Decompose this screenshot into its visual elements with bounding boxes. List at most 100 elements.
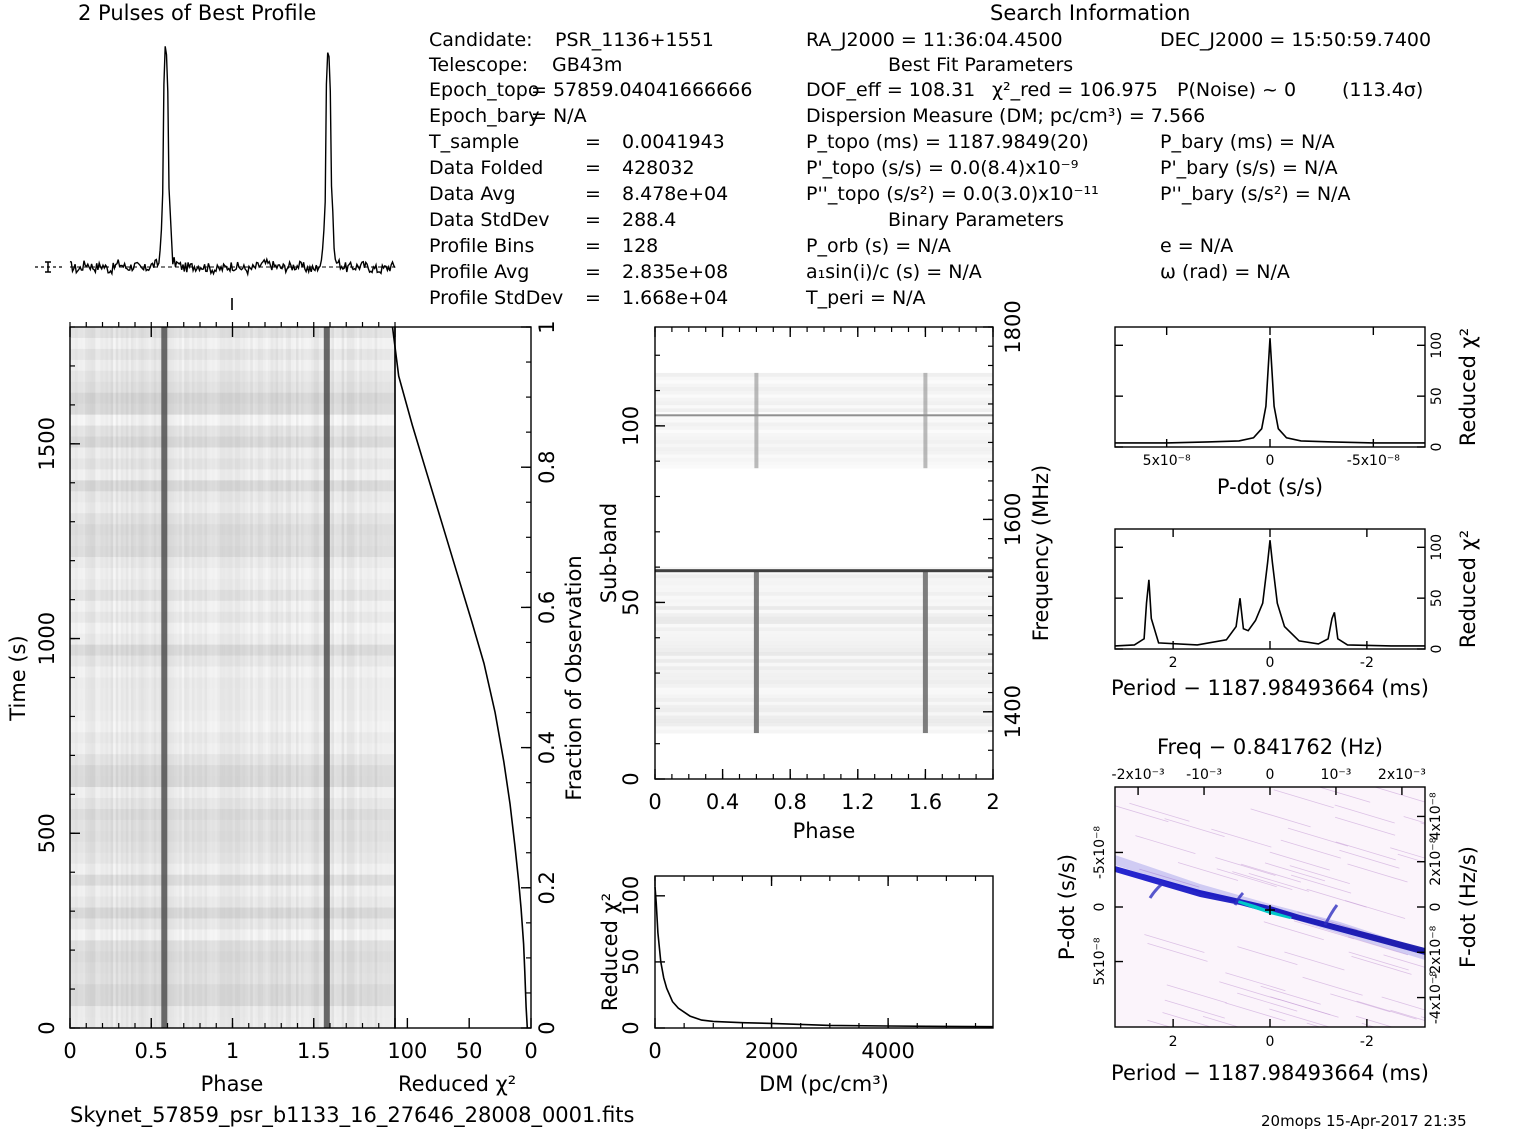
time-phase-row xyxy=(70,491,395,503)
info-value-10: 1.668e+04 xyxy=(622,287,728,309)
subband-row xyxy=(655,422,993,427)
plane-y2label: F-dot (Hz/s) xyxy=(1456,846,1480,968)
dm-curve-plot: 0 2000 4000 0 50 100 DM (pc/cm³) Reduced χ² xyxy=(598,875,994,1096)
subband-row xyxy=(655,634,993,639)
time-phase-row xyxy=(70,370,395,383)
period-curve-plot: 2 0 -2 0 50 100 Period − 1187.98493664 (ms) R… xyxy=(1111,528,1480,700)
subband-row xyxy=(655,701,993,706)
info-value-1: GB43m xyxy=(552,54,622,76)
subband-row xyxy=(655,613,993,617)
plane-hatch-line xyxy=(1164,999,1225,1019)
plane-hatch-line xyxy=(1147,943,1208,962)
info-label-7: Data StdDev xyxy=(429,209,550,231)
search-title: Search Information xyxy=(990,1,1190,25)
time-phase-row xyxy=(70,469,395,481)
plane-hatch-line xyxy=(1290,874,1352,894)
plane-hatch-line xyxy=(1347,863,1408,883)
time-phase-column xyxy=(97,327,101,1028)
subband-row xyxy=(655,376,993,381)
subband-row xyxy=(655,397,993,402)
info-left-block: Candidate: PSR_1136+1551 Telescope: GB43m Ep… xyxy=(428,29,752,309)
time-phase-column xyxy=(321,327,324,1028)
subband-row xyxy=(655,598,993,603)
time-phase-column xyxy=(148,327,152,1028)
dm-xtick-label: 0 xyxy=(648,1039,661,1063)
time-phase-column xyxy=(384,327,388,1028)
time-phase-ticks: 0 0.5 1 1.5 0 500 1000 1500 xyxy=(35,298,396,1063)
dm-ytick-label: 0 xyxy=(619,1021,643,1034)
time-phase-column xyxy=(202,327,205,1028)
period-ticks: 2 0 -2 0 50 100 xyxy=(1115,529,1445,671)
subband-pulse-high-0 xyxy=(754,372,759,469)
time-phase-row xyxy=(70,1006,395,1018)
subband-row xyxy=(655,644,993,649)
time-phase-column xyxy=(257,327,261,1028)
time-phase-column xyxy=(232,327,236,1028)
time-phase-column xyxy=(82,327,86,1028)
pp-ytick-label: 0 xyxy=(1092,903,1108,912)
asini-label: a₁sin(i)/c (s) = N/A xyxy=(806,261,982,283)
subband-row xyxy=(655,383,993,388)
reduced-chi2-ticks: 100 50 0 0 0.2 0.4 0.6 0.8 1 xyxy=(387,320,559,1063)
time-phase-column xyxy=(95,327,98,1028)
time-phase-column xyxy=(235,327,238,1028)
ptopo-label: P_topo (ms) = 1187.9849(20) xyxy=(806,131,1089,153)
time-phase-column xyxy=(222,327,225,1028)
time-phase-row xyxy=(70,819,395,832)
dof-label: DOF_eff = 108.31 xyxy=(806,79,975,101)
subband-pulse-low-1 xyxy=(922,570,928,734)
time-phase-column xyxy=(237,327,241,1028)
dec-label: DEC_J2000 = 15:50:59.7400 xyxy=(1160,29,1431,51)
time-phase-column xyxy=(115,327,119,1028)
time-phase-column xyxy=(136,327,139,1028)
time-phase-column xyxy=(374,327,378,1028)
time-phase-column xyxy=(219,327,223,1028)
time-phase-column xyxy=(80,327,83,1028)
filename: Skynet_57859_psr_b1133_16_27646_28008_00… xyxy=(70,1103,634,1128)
sb-y2tick-label: 1400 xyxy=(1001,685,1025,738)
omega-label: ω (rad) = N/A xyxy=(1160,261,1290,283)
tp-ytick-label: 500 xyxy=(35,813,59,853)
subband-row xyxy=(655,655,993,660)
subband-row xyxy=(655,616,993,621)
plane-hatch-line xyxy=(1351,956,1412,975)
info-value-2: = 57859.04041666666 xyxy=(531,79,752,101)
dm-xlabel: DM (pc/cm³) xyxy=(759,1072,889,1096)
subband-row xyxy=(655,415,993,420)
time-phase-column xyxy=(318,327,322,1028)
plane-hatch-line xyxy=(1330,993,1391,1013)
time-phase-column xyxy=(367,327,370,1028)
rc-xtick-label: 50 xyxy=(456,1039,483,1063)
time-phase-column xyxy=(285,327,289,1028)
plane-feature-center xyxy=(1233,891,1245,906)
time-phase-column xyxy=(303,327,307,1028)
sb-xtick-label: 0.8 xyxy=(773,790,806,814)
plane-hatch-line xyxy=(1248,873,1309,892)
subband-rfi-line-2 xyxy=(655,414,993,417)
time-phase-column xyxy=(290,327,294,1028)
plane-hatch-line xyxy=(1347,936,1409,956)
subband-row xyxy=(655,432,993,437)
plane-hatch-line xyxy=(1177,862,1239,881)
time-phase-row xyxy=(70,699,395,711)
time-phase-column xyxy=(245,327,248,1028)
subband-row xyxy=(655,457,993,462)
pp-x2tick-label: 0 xyxy=(1266,767,1275,783)
time-phase-row xyxy=(70,797,395,810)
time-phase-rows xyxy=(70,327,395,1029)
pbary-label: P_bary (ms) = N/A xyxy=(1160,131,1335,153)
tp-ytick-label: 1000 xyxy=(35,612,59,665)
time-phase-row xyxy=(70,436,395,448)
time-phase-column xyxy=(199,327,203,1028)
subband-row xyxy=(655,690,993,695)
info-value-9: 2.835e+08 xyxy=(622,261,728,283)
subband-row xyxy=(655,637,993,642)
subband-row xyxy=(655,704,993,709)
subband-row xyxy=(655,658,993,663)
time-phase-column xyxy=(214,327,218,1028)
info-value-0: PSR_1136+1551 xyxy=(555,29,714,51)
plane-hatch-line xyxy=(1130,1034,1190,1052)
subband-xlabel: Phase xyxy=(793,819,856,843)
subband-row xyxy=(655,425,993,430)
info-label-0: Candidate: xyxy=(429,29,533,51)
